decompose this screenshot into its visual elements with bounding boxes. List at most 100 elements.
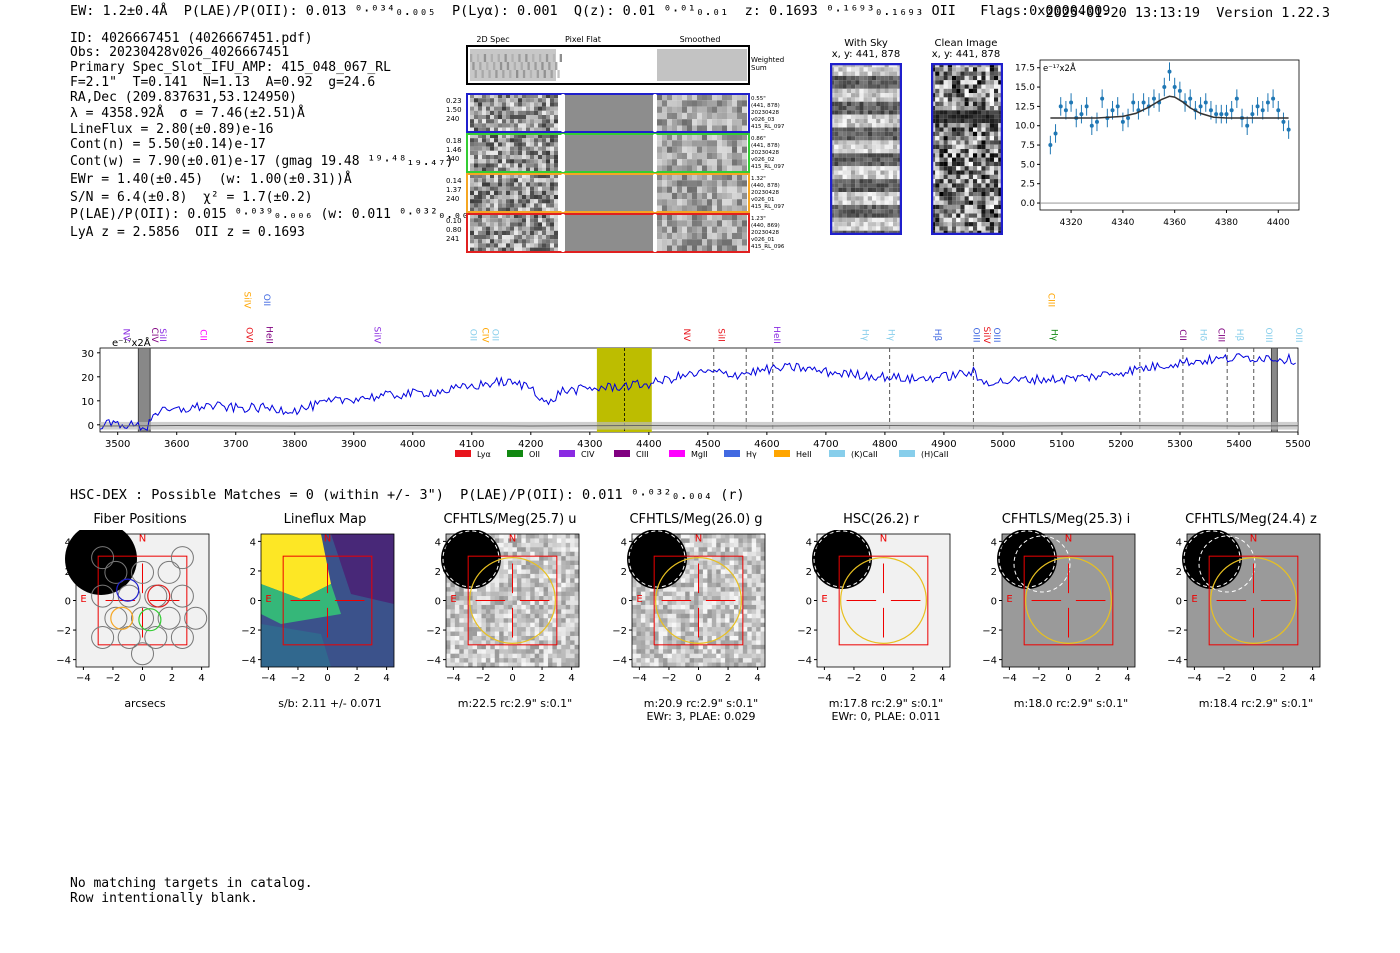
sky-pixel <box>964 174 969 180</box>
noise-pixel <box>756 613 761 619</box>
pixel <box>470 110 474 115</box>
sky-pixel <box>884 123 889 128</box>
noise-pixel <box>698 556 704 561</box>
smoothed-pixel <box>702 226 707 233</box>
sky-pixel <box>973 110 978 115</box>
noise-pixel <box>530 569 535 575</box>
noise-pixel <box>574 622 580 628</box>
smoothed-pixel <box>732 140 737 147</box>
sky-pixel <box>960 140 965 145</box>
smoothed-pixel <box>697 232 702 240</box>
noise-pixel <box>636 635 642 641</box>
smoothed-pixel <box>722 146 727 153</box>
smoothed-pixel <box>712 100 717 107</box>
noise-pixel <box>446 658 451 663</box>
north-marker: N <box>324 533 331 544</box>
sky-pixel <box>994 226 999 231</box>
pixel <box>538 150 542 155</box>
sky-pixel <box>956 97 961 102</box>
sky-pixel <box>859 101 864 106</box>
sky-pixel <box>947 157 952 162</box>
smoothed-pixel <box>667 119 672 126</box>
noise-pixel <box>685 618 690 623</box>
pixel <box>482 247 486 252</box>
sky-pixel <box>838 183 843 188</box>
noise-pixel <box>742 551 748 557</box>
line-label: Hβ <box>1234 329 1244 342</box>
sky-pixel <box>855 157 860 162</box>
smoothed-pixel <box>687 232 692 240</box>
smoothed-pixel <box>742 106 747 113</box>
pixel <box>554 159 558 164</box>
smoothed-pixel <box>697 159 702 166</box>
smoothed-pixel <box>662 140 667 147</box>
pixel <box>482 102 486 107</box>
sky-pixel <box>943 209 948 214</box>
pixel <box>474 123 478 128</box>
noise-pixel <box>525 662 531 668</box>
sky-pixel <box>960 222 965 227</box>
smoothed-pixel <box>727 245 732 252</box>
smoothed-pixel <box>682 119 687 126</box>
x-tick-label: 0 <box>695 673 701 684</box>
pixel <box>470 222 474 227</box>
sky-pixel <box>859 217 864 223</box>
sky-pixel <box>935 93 940 98</box>
pixel <box>490 163 494 168</box>
pixel <box>550 190 554 195</box>
pixel <box>486 239 490 244</box>
noise-pixel <box>574 609 580 615</box>
data-point <box>1198 104 1203 109</box>
sky-pixel <box>867 118 872 124</box>
noise-pixel <box>450 627 456 632</box>
sky-pixel <box>985 101 990 106</box>
pixel <box>522 195 526 200</box>
smoothed-pixel <box>682 186 687 193</box>
pixel <box>502 98 506 103</box>
noise-pixel <box>481 653 487 659</box>
sky-pixel <box>985 144 990 149</box>
noise-pixel <box>694 627 699 632</box>
spectrum-frame <box>99 347 1299 433</box>
sky-pixel <box>893 144 898 149</box>
noise-pixel <box>561 622 566 628</box>
pixel <box>490 226 494 231</box>
noise-pixel <box>547 565 553 570</box>
sky-pixel <box>897 200 902 205</box>
y-tick-label: 4 <box>1176 537 1182 548</box>
noise-pixel <box>663 658 668 663</box>
sky-pixel <box>888 140 893 145</box>
sky-pixel <box>964 166 969 171</box>
sky-pixel <box>859 93 864 98</box>
sky-pixel <box>989 93 994 98</box>
smoothed-pixel <box>737 239 742 246</box>
noise-pixel <box>685 538 690 544</box>
pixel <box>494 119 498 124</box>
noise-pixel <box>543 596 549 601</box>
pixel <box>538 127 542 132</box>
noise-pixel <box>632 618 637 623</box>
noise-pixel <box>645 631 651 637</box>
pixel <box>542 102 546 107</box>
noise-pixel <box>702 600 708 606</box>
pixel <box>486 150 490 155</box>
pixel <box>478 159 482 164</box>
pixel <box>482 150 486 155</box>
sky-pixel <box>846 161 851 167</box>
noise-pixel <box>561 542 566 548</box>
noise-pixel <box>756 538 761 544</box>
pixel <box>510 106 514 111</box>
noise-pixel <box>547 573 553 579</box>
noise-pixel <box>556 635 562 641</box>
pixel <box>482 174 486 179</box>
noise-pixel <box>481 662 487 668</box>
noise-pixel <box>751 613 757 619</box>
noise-pixel <box>534 609 540 615</box>
sky-pixel <box>947 166 952 171</box>
y-tick-label: 0 <box>435 597 441 608</box>
pixel <box>518 119 522 124</box>
noise-pixel <box>702 631 708 637</box>
sky-pixel <box>893 114 898 119</box>
sky-pixel <box>985 226 990 231</box>
pixel <box>474 106 478 111</box>
